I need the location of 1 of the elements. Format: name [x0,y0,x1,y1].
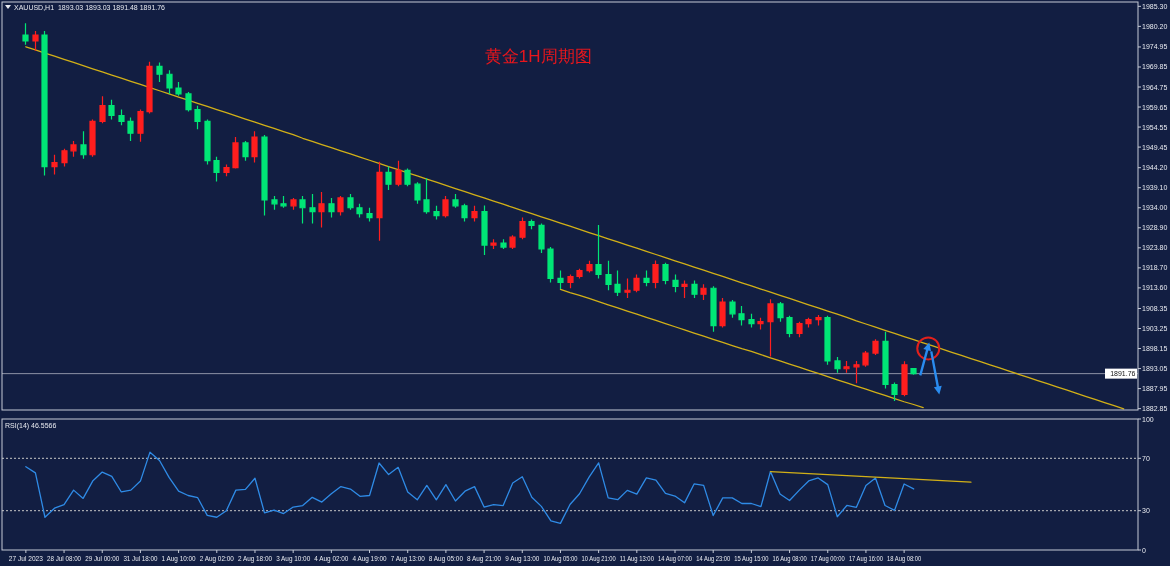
title: 黄金1H周期图 [484,46,592,66]
